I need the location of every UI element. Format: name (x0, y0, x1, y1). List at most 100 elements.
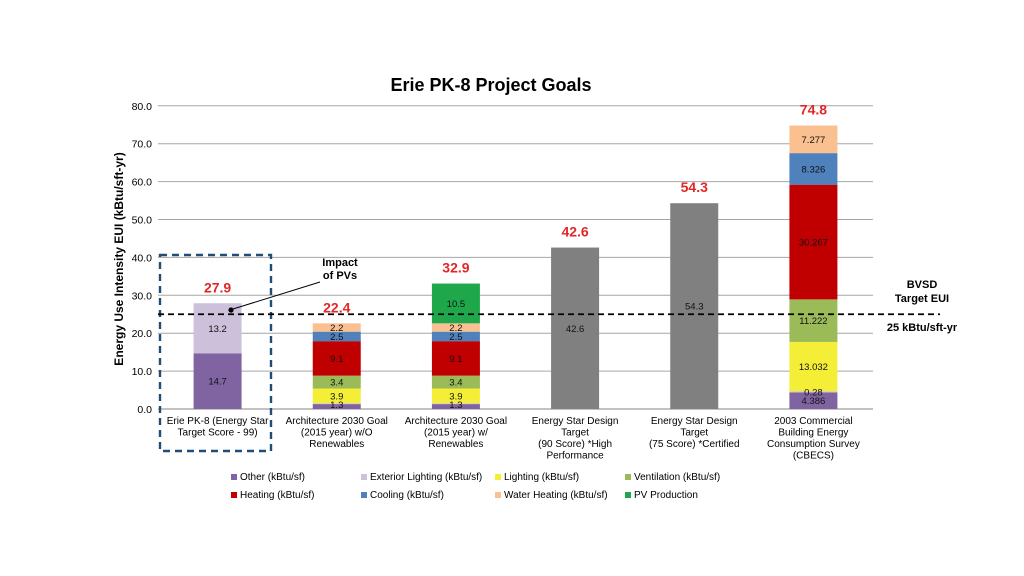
legend-label: PV Production (634, 490, 698, 501)
legend-label: Ventilation (kBtu/sf) (634, 472, 720, 483)
legend-swatch (625, 492, 631, 498)
bar-segment (789, 392, 838, 409)
legend-swatch (495, 492, 501, 498)
bar-segment (312, 375, 361, 389)
bar-segment (789, 125, 838, 154)
y-axis-ticks: 0.0 10.0 20.0 30.0 40.0 50.0 60.0 70.0 80.0 (132, 101, 153, 416)
category-label: Architecture 2030 Goal (2015 year) w/Rene… (405, 416, 507, 450)
segment-value-label: 3.9 (449, 391, 462, 402)
total-label: 27.9 (204, 279, 231, 295)
bar-segment (431, 283, 480, 324)
bar-segment (431, 323, 480, 332)
reference-line-group: BVSD Target EUI 25 kBtu/sft-yr (158, 279, 958, 334)
legend: Other (kBtu/sf) Exterior Lighting (kBtu/s… (231, 472, 720, 501)
total-label: 54.3 (681, 179, 708, 195)
y-tick-label: 50.0 (132, 215, 153, 227)
y-tick-label: 80.0 (132, 101, 153, 113)
legend-swatch (231, 474, 237, 480)
segment-value-label: 13.032 (799, 362, 828, 373)
highlight-box (158, 253, 273, 453)
annotation-arrow-dot (228, 307, 234, 313)
legend-swatch (625, 474, 631, 480)
chart-title: Erie PK-8 Project Goals (390, 75, 591, 95)
legend-label: Other (kBtu/sf) (240, 472, 305, 483)
total-label: 42.6 (561, 224, 588, 240)
legend-swatch (231, 492, 237, 498)
y-tick-label: 70.0 (132, 139, 153, 151)
category-label: Architecture 2030 Goal (2015 year) w/O Ren… (286, 416, 388, 450)
category-label: Energy Star Design Target (75 Score) *Cert… (649, 416, 740, 450)
segment-value-label: 3.9 (330, 391, 343, 402)
bar-segment (312, 404, 361, 409)
segment-value-label: 2.2 (330, 323, 343, 334)
total-label: 74.8 (800, 102, 827, 118)
y-tick-label: 30.0 (132, 290, 153, 302)
bar-segment (789, 391, 838, 393)
legend-label: Heating (kBtu/sf) (240, 490, 314, 501)
bar-segment (193, 303, 242, 354)
y-axis-label: Energy Use Intensity EUI (kBtu/sft-yr) (112, 152, 126, 365)
bar-segment (312, 388, 361, 404)
bar-segment (431, 331, 480, 342)
bar-segment (431, 403, 480, 405)
bar-segment (789, 299, 838, 342)
bar-segment (312, 341, 361, 376)
bar-segment (431, 341, 480, 376)
segment-value-label: 54.3 (685, 302, 704, 313)
legend-label: Water Heating (kBtu/sf) (504, 490, 608, 501)
segment-value-label: 7.277 (802, 135, 826, 146)
segment-labels: 14.713.21.33.93.49.12.52.21.33.93.49.12.… (208, 135, 828, 411)
bar-segment (789, 184, 838, 300)
y-tick-label: 60.0 (132, 177, 153, 189)
category-label: 2003 Commercial Building Energy Consumptio… (767, 416, 860, 462)
segment-value-label: 42.6 (566, 324, 585, 335)
legend-swatch (361, 492, 367, 498)
legend-label: Lighting (kBtu/sf) (504, 472, 579, 483)
legend-swatch (495, 474, 501, 480)
segment-value-label: 2.5 (449, 332, 462, 343)
reference-line-value-label: 25 kBtu/sft-yr (887, 322, 958, 334)
segment-value-label: 11.222 (799, 316, 827, 327)
y-tick-label: 40.0 (132, 252, 153, 264)
segment-value-label: 2.2 (449, 323, 462, 334)
legend-label: Exterior Lighting (kBtu/sf) (370, 472, 482, 483)
reference-line-label: BVSD Target EUI (895, 279, 949, 305)
bar-segment (670, 203, 719, 409)
bar-segment (789, 341, 838, 392)
segment-value-label: 13.2 (208, 324, 227, 335)
y-tick-label: 10.0 (132, 366, 153, 378)
bar-segment (789, 153, 838, 185)
annotation-arrow (232, 281, 321, 310)
category-labels: Erie PK-8 (Energy Star Target Score - 99)… (167, 416, 860, 462)
segment-value-label: 1.3 (449, 400, 462, 411)
total-labels: 27.9 22.4 32.9 42.6 54.3 74.8 (204, 102, 827, 316)
segment-value-label: 10.5 (447, 299, 466, 310)
legend-swatch (361, 474, 367, 480)
bar-segment (312, 323, 361, 332)
y-tick-label: 20.0 (132, 328, 153, 340)
bar-segment (193, 353, 242, 409)
bars (158, 125, 838, 453)
bar-segment (312, 331, 361, 342)
category-label: Erie PK-8 (Energy Star Target Score - 99) (167, 416, 269, 439)
segment-value-label: 3.4 (330, 378, 343, 389)
segment-value-label: 4.386 (802, 396, 826, 407)
segment-value-label: 0.28 (804, 387, 823, 398)
bar-segment (431, 388, 480, 404)
segment-value-label: 8.326 (802, 164, 826, 175)
y-tick-label: 0.0 (137, 404, 152, 416)
gridlines (158, 105, 873, 410)
legend-label: Cooling (kBtu/sf) (370, 490, 444, 501)
segment-value-label: 9.1 (330, 354, 343, 365)
segment-value-label: 30.267 (799, 238, 828, 249)
annotation-group: Impact of PVs (228, 257, 358, 313)
bar-segment (312, 403, 361, 405)
total-label: 32.9 (442, 260, 469, 276)
segment-value-label: 14.7 (208, 377, 227, 388)
bar-segment (431, 404, 480, 409)
bar-segment (431, 375, 480, 389)
category-label: Energy Star Design Target (90 Score) *High… (532, 416, 619, 462)
segment-value-label: 2.5 (330, 332, 343, 343)
bar-segment (551, 247, 600, 409)
total-label: 22.4 (323, 299, 350, 315)
